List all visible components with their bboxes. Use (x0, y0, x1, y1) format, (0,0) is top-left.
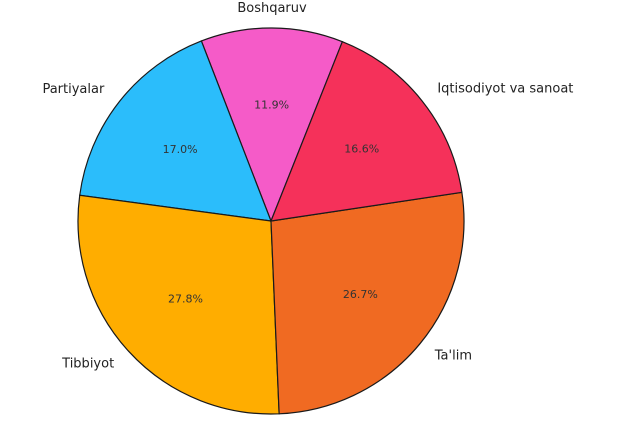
pie-slices (77, 27, 465, 415)
pct-label-boshqaruv: 11.9% (254, 99, 289, 112)
pie-slice-tibbiyot (77, 194, 280, 415)
pie-slice-partiyalar (79, 40, 272, 222)
pie-slice-boshqaruv (200, 27, 344, 223)
percentage-labels: 11.9% 17.0% 27.8% 26.7% 16.6% (163, 99, 380, 306)
category-label-partiyalar: Partiyalar (42, 82, 105, 97)
category-label-ta-lim: Ta'lim (434, 349, 472, 364)
category-label-tibbiyot: Tibbiyot (61, 357, 114, 372)
category-label-boshqaruv: Boshqaruv (237, 1, 307, 16)
pie-slice-iqtisodiyot-va-sanoat (270, 40, 463, 222)
pct-label-tibbiyot: 27.8% (168, 293, 203, 306)
category-labels: Boshqaruv Partiyalar Tibbiyot Ta'lim Iqtisod… (42, 1, 573, 371)
pct-label-ta-lim: 26.7% (343, 288, 378, 301)
pct-label-iqtisodiyot-va-sanoat: 16.6% (344, 143, 379, 156)
category-label-iqtisodiyot-va-sanoat: Iqtisodiyot va sanoat (437, 82, 573, 97)
pie-slice-ta-lim (270, 191, 465, 415)
pct-label-partiyalar: 17.0% (163, 143, 198, 156)
